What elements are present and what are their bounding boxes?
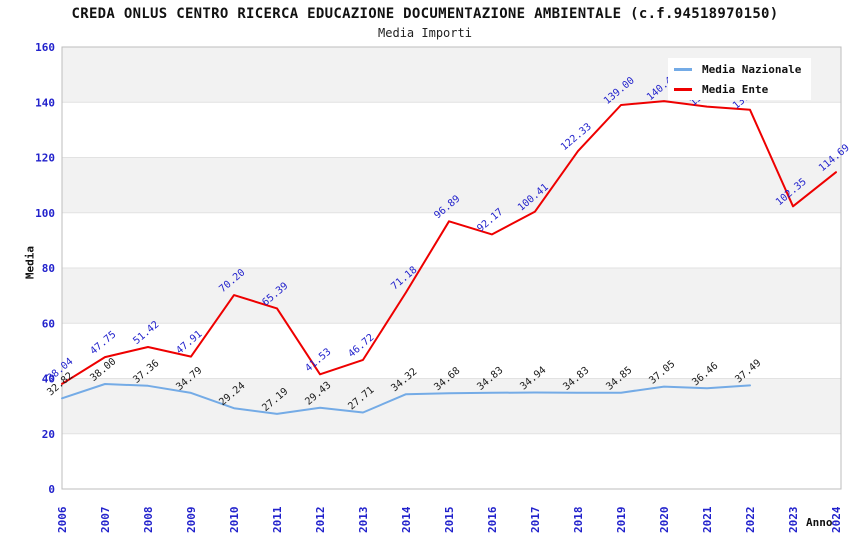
chart-subtitle: Media Importi	[378, 26, 472, 40]
plot-border	[61, 46, 842, 490]
media-nazionale-line	[61, 383, 751, 415]
legend-item-media-ente: Media Ente	[674, 83, 811, 96]
x-tick-label: 2012	[314, 507, 327, 534]
x-tick-label: 2024	[830, 506, 843, 533]
y-tick-label: 120	[35, 152, 55, 165]
point-label: 122.33	[559, 121, 594, 153]
y-tick-label: 0	[48, 483, 55, 496]
x-tick-label: 2010	[228, 507, 241, 534]
chart-title: CREDA ONLUS CENTRO RICERCA EDUCAZIONE DO…	[71, 6, 779, 22]
x-tick-label: 2011	[271, 506, 284, 533]
media-ente-line	[61, 100, 837, 385]
x-tick-label: 2018	[572, 507, 585, 534]
x-tick-label: 2020	[658, 507, 671, 534]
x-tick-label: 2019	[615, 507, 628, 534]
x-tick-label: 2007	[99, 507, 112, 534]
y-tick-label: 40	[42, 373, 55, 386]
plot-band	[62, 157, 841, 213]
x-tick-label: 2017	[529, 507, 542, 534]
legend-label: Media Nazionale	[702, 62, 802, 76]
x-tick-label: 2006	[56, 506, 69, 533]
y-tick-label: 60	[42, 317, 55, 330]
x-tick-label: 2023	[787, 507, 800, 534]
x-tick-label: 2021	[701, 506, 714, 533]
y-tick-label: 20	[42, 428, 55, 441]
legend-label: Media Ente	[702, 82, 769, 96]
y-tick-label: 80	[42, 262, 55, 275]
x-tick-label: 2014	[400, 506, 413, 533]
x-tick-label: 2022	[744, 507, 757, 534]
legend-item-media-nazionale: Media Nazionale	[674, 63, 811, 76]
x-tick-label: 2015	[443, 507, 456, 534]
x-tick-label: 2016	[486, 506, 499, 533]
x-axis-title: Anno	[806, 516, 833, 529]
point-label: 47.75	[88, 329, 118, 357]
media-nazionale-swatch	[674, 67, 692, 71]
y-tick-label: 140	[35, 96, 55, 109]
plot-band	[62, 268, 841, 324]
x-tick-label: 2013	[357, 507, 370, 534]
x-tick-label: 2009	[185, 507, 198, 534]
x-tick-label: 2008	[142, 507, 155, 534]
media-ente-swatch	[674, 87, 692, 91]
legend-box: Media Nazionale Media Ente	[668, 58, 811, 100]
y-tick-label: 100	[35, 207, 55, 220]
y-tick-label: 160	[35, 41, 55, 54]
